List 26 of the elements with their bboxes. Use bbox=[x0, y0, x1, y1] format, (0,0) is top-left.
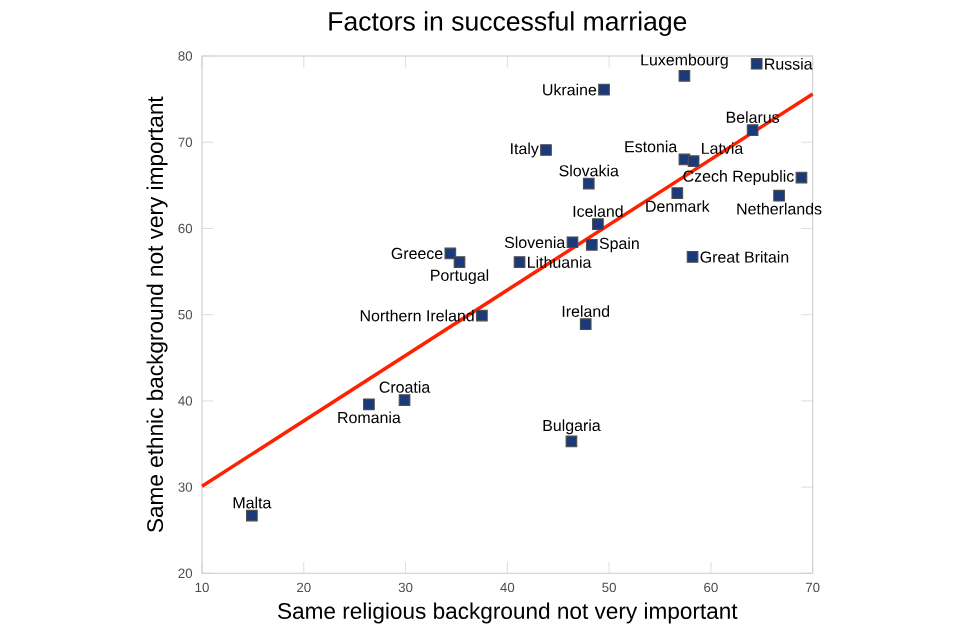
point bbox=[773, 189, 785, 202]
point bbox=[671, 187, 684, 199]
point bbox=[686, 251, 699, 263]
x-axis-title: Same religious background not very important bbox=[278, 602, 738, 624]
point bbox=[363, 398, 375, 411]
point bbox=[444, 247, 457, 260]
y-axis-title: Same ethnic background not very important bbox=[146, 96, 168, 533]
point bbox=[585, 238, 598, 251]
point bbox=[565, 435, 578, 448]
point bbox=[246, 509, 258, 522]
point bbox=[453, 256, 466, 268]
point bbox=[598, 83, 610, 96]
point bbox=[398, 394, 411, 406]
point bbox=[746, 124, 759, 136]
point bbox=[566, 236, 579, 249]
point bbox=[476, 309, 488, 322]
point bbox=[687, 155, 700, 168]
point bbox=[795, 171, 808, 184]
point bbox=[579, 318, 592, 330]
point bbox=[750, 57, 763, 70]
point bbox=[582, 177, 595, 190]
point bbox=[678, 69, 691, 82]
point bbox=[592, 218, 604, 230]
point bbox=[513, 256, 526, 268]
chart-title: Factors in successful marriage bbox=[329, 11, 687, 36]
point bbox=[540, 144, 552, 156]
